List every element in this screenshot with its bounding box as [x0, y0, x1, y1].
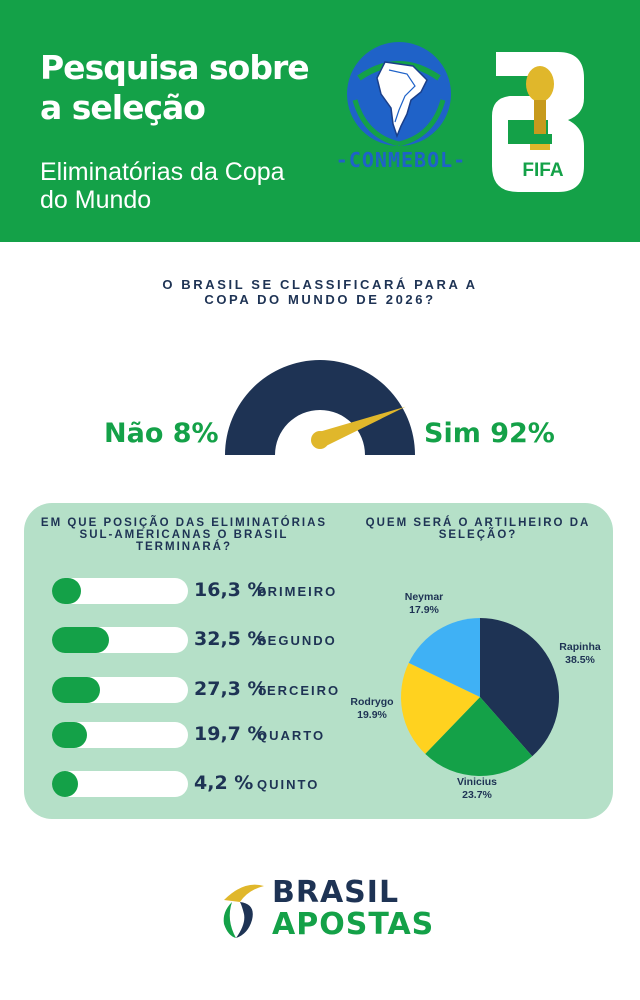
pie-label-name: Rapinha	[559, 641, 601, 653]
position-bar-row: 4,2 % QUINTO	[52, 771, 352, 797]
bar-percent: 16,3 %	[194, 579, 267, 601]
pie-label-name: Vinicius	[457, 776, 497, 788]
conmebol-logo-icon	[347, 42, 451, 147]
qualify-gauge	[225, 360, 415, 455]
gauge-arc	[225, 360, 415, 455]
page-subtitle: Eliminatórias da Copa do Mundo	[40, 158, 285, 214]
fifa-wordmark: FIFA	[522, 160, 564, 181]
bar-category: QUARTO	[257, 728, 326, 743]
conmebol-wordmark: -CONMEBOL-	[335, 148, 467, 172]
pie-slice-neymar	[408, 618, 480, 697]
gauge-label-yes: Sim 92%	[424, 418, 555, 449]
pie-label-value: 17.9%	[409, 604, 439, 616]
bar-fill	[52, 578, 81, 604]
bar-fill	[52, 771, 78, 797]
gauge-needle-hub	[311, 431, 329, 449]
question-qualify: O BRASIL SE CLASSIFICARÁ PARA A COPA DO …	[162, 277, 478, 307]
pie-label-value: 19.9%	[357, 709, 387, 721]
bar-track	[52, 578, 188, 604]
brand-name: BRASIL	[272, 875, 400, 910]
position-bar-row: 16,3 % PRIMEIRO	[52, 578, 352, 604]
bar-percent: 4,2 %	[194, 772, 254, 794]
position-bar-row: 19,7 % QUARTO	[52, 722, 352, 748]
gauge-needle	[317, 406, 406, 448]
gauge-label-no: Não 8%	[104, 418, 219, 449]
bar-track	[52, 677, 188, 703]
pie-slice-vinicius	[425, 697, 533, 776]
bar-track	[52, 627, 188, 653]
page-title: Pesquisa sobre a seleção	[40, 48, 310, 127]
bar-track	[52, 771, 188, 797]
bar-category: SEGUNDO	[257, 633, 337, 648]
bar-percent: 32,5 %	[194, 628, 267, 650]
bar-category: PRIMEIRO	[257, 584, 338, 599]
header-banner: Pesquisa sobre a seleção Eliminatórias d…	[0, 0, 640, 242]
pie-label-value: 38.5%	[565, 654, 595, 666]
pie-label-value: 23.7%	[462, 789, 492, 801]
pie-slice-rodrygo	[401, 662, 480, 754]
fifa-world-cup-2026-logo-icon	[492, 52, 584, 192]
bar-percent: 27,3 %	[194, 678, 267, 700]
brand-subname: APOSTAS	[272, 907, 435, 942]
bar-fill	[52, 627, 109, 653]
pie-label-name: Rodrygo	[350, 696, 393, 708]
position-bar-row: 27,3 % TERCEIRO	[52, 677, 352, 703]
pie-slice-rapinha	[480, 618, 559, 757]
bar-category: QUINTO	[257, 777, 320, 792]
brasil-apostas-logo-icon	[223, 884, 264, 938]
bar-fill	[52, 722, 87, 748]
position-bar-row: 32,5 % SEGUNDO	[52, 627, 352, 653]
question-top-scorer: QUEM SERÁ O ARTILHEIRO DA SELEÇÃO?	[365, 517, 591, 541]
bar-fill	[52, 677, 100, 703]
pie-label-name: Neymar	[405, 591, 444, 603]
bar-category: TERCEIRO	[257, 683, 341, 698]
bar-track	[52, 722, 188, 748]
bar-percent: 19,7 %	[194, 723, 267, 745]
question-position: EM QUE POSIÇÃO DAS ELIMINATÓRIAS SUL-AME…	[40, 517, 328, 553]
